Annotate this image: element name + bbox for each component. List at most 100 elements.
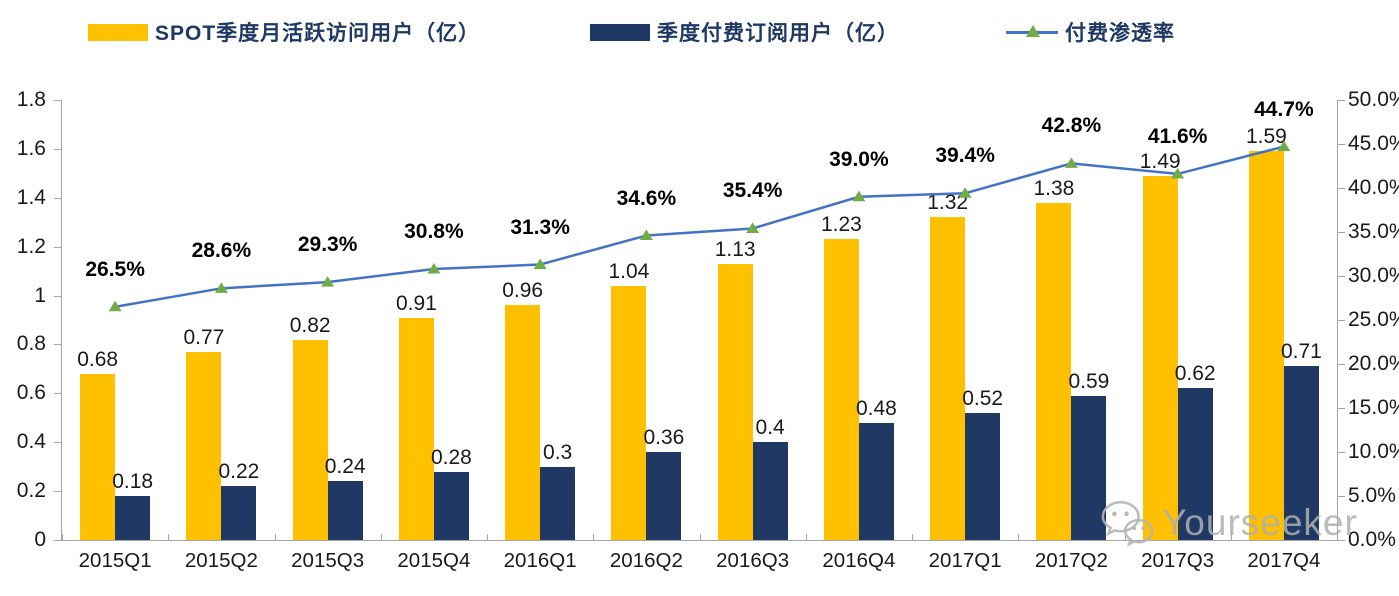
mau-value-label: 1.04	[608, 259, 650, 283]
subscriber-bar	[327, 481, 363, 540]
left-axis-tick	[54, 393, 61, 395]
right-axis-label: 30.0%	[1348, 264, 1399, 287]
left-axis-label: 1.6	[16, 136, 46, 160]
legend-item-penetration: 付费渗透率	[1006, 18, 1175, 46]
mau-value-label: 1.59	[1245, 125, 1287, 149]
x-axis-label: 2017Q2	[1034, 549, 1108, 572]
triangle-marker-icon	[533, 258, 547, 270]
bottom-axis-tick	[912, 534, 913, 541]
penetration-value-label: 41.6%	[1147, 124, 1208, 148]
mau-bar	[717, 263, 753, 540]
right-axis-label: 25.0%	[1348, 308, 1399, 331]
triangle-marker-icon	[1026, 25, 1040, 37]
triangle-marker-icon	[639, 229, 653, 241]
triangle-marker-icon	[1277, 140, 1291, 152]
legend-label-mau: SPOT季度月活跃访问用户（亿）	[155, 22, 481, 45]
subscriber-value-label: 0.52	[962, 386, 1004, 410]
left-axis-label: 1	[34, 283, 46, 307]
x-axis-label: 2017Q3	[1141, 549, 1215, 572]
mau-bar	[1248, 151, 1284, 540]
x-axis-label: 2016Q4	[822, 549, 896, 572]
left-axis-label: 1.2	[16, 234, 46, 258]
left-axis-tick	[54, 148, 61, 150]
bottom-axis-tick	[1230, 534, 1232, 541]
mau-value-label: 0.96	[502, 279, 544, 303]
left-axis-tick	[54, 442, 61, 444]
right-axis-line	[1337, 100, 1338, 541]
triangle-marker-icon	[746, 222, 760, 233]
mau-bar	[823, 239, 859, 540]
penetration-value-label: 39.0%	[829, 147, 889, 171]
mau-bar	[186, 351, 222, 540]
penetration-line-swatch-icon	[1006, 23, 1058, 41]
mau-bar	[398, 317, 434, 540]
left-axis-tick	[54, 100, 61, 101]
right-axis-label: 5.0%	[1348, 484, 1396, 507]
x-axis-label: 2015Q4	[397, 549, 471, 572]
subscriber-bar	[1177, 388, 1213, 540]
mau-bar	[1036, 202, 1072, 540]
penetration-value-label: 35.4%	[722, 179, 783, 203]
mau-value-label: 0.82	[289, 313, 331, 337]
legend-label-penetration: 付费渗透率	[1065, 22, 1175, 45]
x-axis-label: 2017Q4	[1247, 549, 1321, 572]
mau-value-label: 1.49	[1139, 149, 1181, 173]
mau-bar-swatch-icon	[88, 23, 148, 41]
bottom-axis-tick	[805, 534, 807, 541]
x-axis-label: 2015Q2	[184, 549, 258, 572]
right-axis-label: 45.0%	[1348, 132, 1399, 155]
mau-value-label: 0.77	[183, 325, 225, 349]
triangle-marker-icon	[958, 187, 972, 198]
right-axis-label: 0.0%	[1348, 528, 1396, 551]
left-axis-label: 1.8	[16, 88, 46, 111]
right-axis-tick	[1338, 364, 1345, 365]
mau-bar	[292, 339, 328, 540]
x-axis-label: 2017Q1	[928, 549, 1002, 572]
right-axis-label: 10.0%	[1348, 440, 1399, 463]
subscriber-bar	[858, 422, 894, 540]
bottom-axis-tick	[380, 534, 382, 541]
left-axis-label: 1.4	[16, 185, 46, 209]
penetration-value-label: 42.8%	[1041, 114, 1102, 138]
mau-bar	[930, 217, 966, 540]
x-axis-label: 2016Q1	[503, 549, 577, 572]
penetration-value-label: 28.6%	[191, 239, 252, 263]
right-axis-tick	[1338, 540, 1345, 541]
left-axis-tick	[54, 295, 61, 297]
penetration-line	[108, 140, 1291, 312]
subscriber-bar	[115, 496, 151, 540]
mau-bar	[505, 305, 541, 540]
left-axis-label: 0	[34, 528, 46, 551]
subscriber-bar-swatch-icon	[590, 23, 650, 41]
triangle-marker-icon	[1171, 167, 1185, 179]
right-axis-tick	[1338, 188, 1345, 189]
left-axis-label: 0.4	[16, 430, 46, 454]
subscriber-value-label: 0.22	[218, 460, 260, 484]
x-axis-label: 2016Q2	[609, 549, 683, 572]
subscriber-bar	[1071, 395, 1107, 540]
left-axis-tick	[54, 540, 61, 541]
bottom-axis-tick	[1018, 534, 1020, 541]
right-axis-label: 15.0%	[1348, 396, 1399, 419]
right-axis-tick	[1338, 320, 1345, 321]
bottom-axis-tick	[593, 534, 595, 541]
right-axis-tick	[1338, 100, 1345, 101]
subscriber-value-label: 0.3	[543, 440, 573, 464]
left-axis-label: 0.6	[16, 381, 46, 405]
x-axis-label: 2015Q1	[78, 549, 152, 572]
left-axis-tick	[54, 344, 61, 346]
subscriber-value-label: 0.48	[855, 396, 897, 420]
triangle-marker-icon	[108, 300, 122, 312]
penetration-value-label: 44.7%	[1254, 97, 1314, 121]
subscriber-bar	[433, 471, 469, 540]
triangle-marker-icon	[852, 190, 866, 202]
left-axis-line	[61, 100, 62, 541]
subscriber-bar	[540, 466, 576, 540]
left-axis-tick	[54, 197, 61, 199]
penetration-value-label: 30.8%	[404, 219, 464, 243]
right-axis-tick	[1338, 232, 1345, 233]
mau-value-label: 1.23	[820, 213, 862, 237]
bottom-axis-tick	[1337, 534, 1338, 541]
mau-value-label: 0.91	[395, 291, 437, 315]
